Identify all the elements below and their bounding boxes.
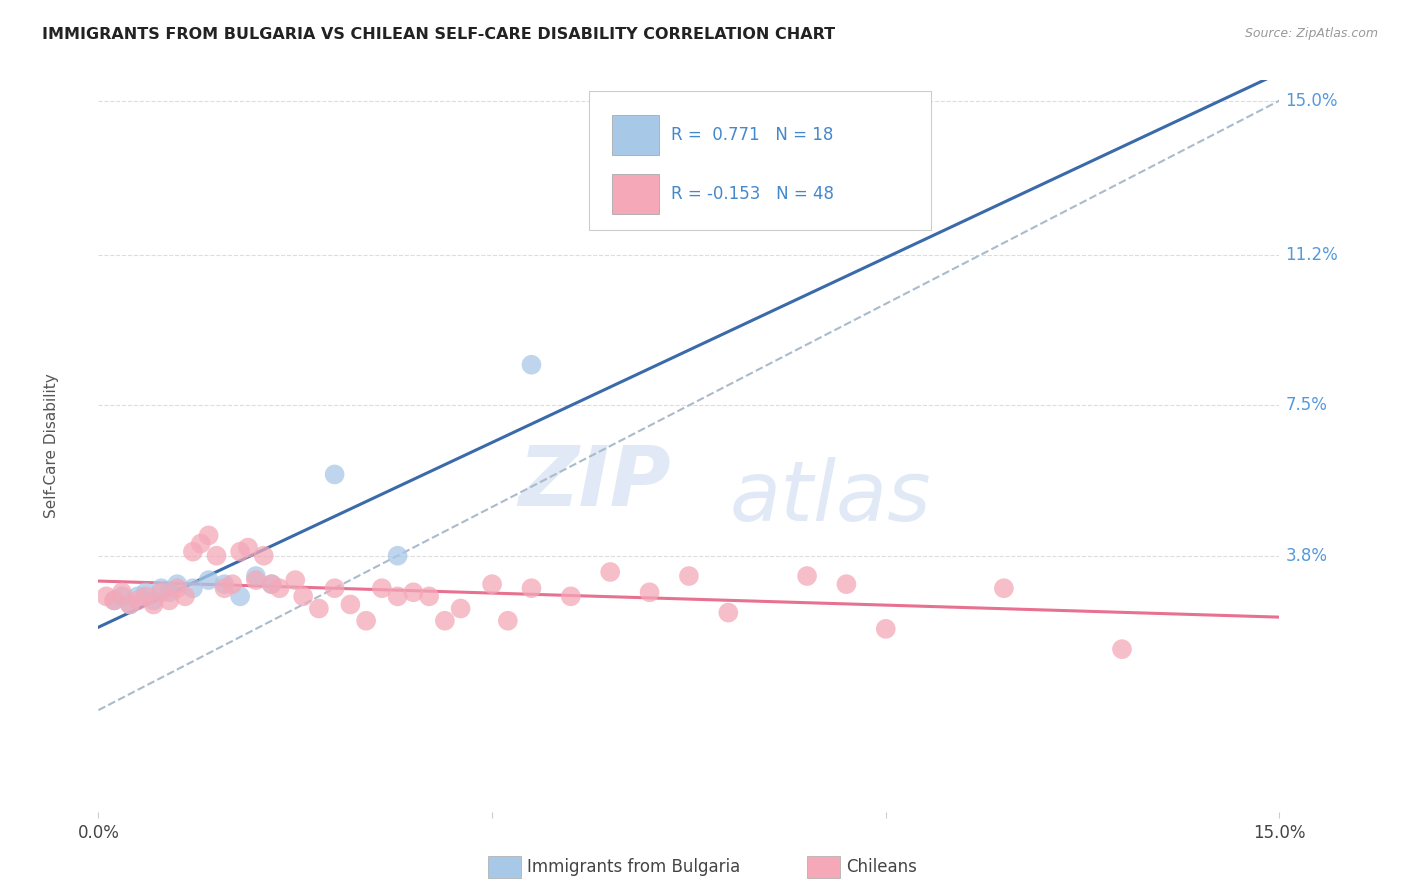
Point [245, 569, 267, 583]
Point [221, 577, 243, 591]
Point [150, 585, 173, 599]
Point [323, 581, 346, 595]
Point [520, 581, 543, 595]
Point [418, 590, 440, 604]
Point [481, 577, 503, 591]
Text: Source: ZipAtlas.com: Source: ZipAtlas.com [1244, 27, 1378, 40]
Bar [488, 855, 522, 878]
Point [103, 593, 125, 607]
Point [127, 593, 149, 607]
Point [253, 549, 276, 563]
Point [284, 573, 307, 587]
Point [197, 573, 219, 587]
Text: atlas: atlas [730, 457, 932, 538]
Point [402, 585, 425, 599]
Point [835, 577, 858, 591]
Point [354, 614, 377, 628]
Text: Self-Care Disability: Self-Care Disability [44, 374, 59, 518]
Point [229, 590, 252, 604]
Text: 3.8%: 3.8% [1285, 547, 1327, 565]
Point [150, 581, 173, 595]
Point [181, 581, 204, 595]
Point [96, 590, 118, 604]
Text: 11.2%: 11.2% [1285, 246, 1339, 264]
Point [638, 585, 661, 599]
Point [520, 358, 543, 372]
Text: Immigrants from Bulgaria: Immigrants from Bulgaria [527, 857, 741, 876]
Point [197, 528, 219, 542]
Point [599, 565, 621, 579]
Point [135, 585, 157, 599]
Bar [612, 174, 659, 214]
Point [135, 590, 157, 604]
Point [111, 585, 134, 599]
Bar [807, 855, 841, 878]
Text: 15.0%: 15.0% [1285, 92, 1339, 110]
Point [142, 598, 165, 612]
Text: Chileans: Chileans [846, 857, 917, 876]
Point [796, 569, 818, 583]
Point [103, 593, 125, 607]
Point [157, 585, 180, 599]
Point [993, 581, 1015, 595]
Text: 7.5%: 7.5% [1285, 396, 1327, 415]
Point [678, 569, 700, 583]
Point [181, 544, 204, 558]
Point [308, 601, 330, 615]
Point [269, 581, 291, 595]
Point [205, 549, 228, 563]
Point [157, 593, 180, 607]
Text: ZIP: ZIP [519, 442, 671, 523]
Point [339, 598, 361, 612]
Point [236, 541, 259, 555]
Point [433, 614, 456, 628]
Point [717, 606, 740, 620]
Point [323, 467, 346, 482]
Point [1111, 642, 1133, 657]
Text: R = -0.153   N = 48: R = -0.153 N = 48 [671, 185, 834, 202]
Text: IMMIGRANTS FROM BULGARIA VS CHILEAN SELF-CARE DISABILITY CORRELATION CHART: IMMIGRANTS FROM BULGARIA VS CHILEAN SELF… [42, 27, 835, 42]
Text: R =  0.771   N = 18: R = 0.771 N = 18 [671, 126, 834, 145]
Point [560, 590, 582, 604]
Point [260, 577, 283, 591]
Point [387, 590, 409, 604]
Point [450, 601, 472, 615]
Point [118, 598, 141, 612]
Point [111, 590, 134, 604]
Point [118, 598, 141, 612]
Point [387, 549, 409, 563]
Point [214, 581, 236, 595]
Point [166, 577, 188, 591]
Point [496, 614, 519, 628]
Point [371, 581, 394, 595]
Point [142, 593, 165, 607]
Point [127, 590, 149, 604]
Point [190, 536, 212, 550]
Point [166, 581, 188, 595]
FancyBboxPatch shape [589, 91, 931, 230]
Point [292, 590, 315, 604]
Point [214, 577, 236, 591]
Point [875, 622, 897, 636]
Point [245, 573, 267, 587]
Point [260, 577, 283, 591]
Point [174, 590, 197, 604]
Bar [612, 115, 659, 155]
Point [229, 544, 252, 558]
